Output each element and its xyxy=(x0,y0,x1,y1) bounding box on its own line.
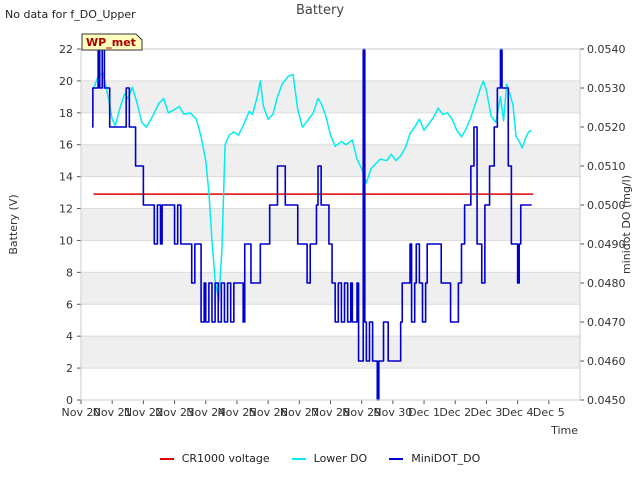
series-line-lower-do xyxy=(92,72,533,302)
y2-tick-label-0.0470: 0.0470 xyxy=(587,316,626,329)
x-tick-label-Dec 1: Dec 1 xyxy=(408,406,440,419)
y2-tick-label-0.0510: 0.0510 xyxy=(587,160,626,173)
chart-title: Battery xyxy=(295,3,345,18)
legend-label-cr1000: CR1000 voltage xyxy=(181,452,270,465)
band-14 xyxy=(81,144,580,177)
x-tick-label-Nov 29: Nov 29 xyxy=(342,406,381,419)
y2-tick-label-0.0520: 0.0520 xyxy=(587,121,626,134)
band-2 xyxy=(81,336,580,369)
legend: CR1000 voltage Lower DO MiniDOT_DO xyxy=(0,452,640,465)
legend-label-minidot: MiniDOT_DO xyxy=(411,452,481,465)
y2-tick-label-0.0500: 0.0500 xyxy=(587,199,626,212)
y2-tick-label-0.0540: 0.0540 xyxy=(587,43,626,56)
series-line-minidot-do xyxy=(91,48,532,401)
y-tick-label-22: 22 xyxy=(59,43,73,56)
legend-item-cr1000: CR1000 voltage xyxy=(159,452,270,465)
y-tick-label-20: 20 xyxy=(59,75,73,88)
station-badge-layer: WP_met xyxy=(81,33,143,51)
y-axis-label: Battery (V) xyxy=(7,194,20,254)
y-tick-label-18: 18 xyxy=(59,107,73,120)
x-tick-label-Nov 21: Nov 21 xyxy=(93,406,132,419)
station-badge-box xyxy=(81,33,143,51)
legend-label-lower-do: Lower DO xyxy=(313,452,368,465)
station-badge-label: WP_met xyxy=(86,36,136,49)
x-tick-label-Nov 28: Nov 28 xyxy=(311,406,350,419)
series-layer xyxy=(91,48,534,401)
x-tick-label-Nov 24: Nov 24 xyxy=(186,406,225,419)
y-tick-label-4: 4 xyxy=(66,330,73,343)
axes: 0 2 4 6 8 10 12 14 16 18 20 22 0.0450 0.0460 0.0470 0.0… xyxy=(7,43,633,437)
legend-swatch-minidot xyxy=(389,457,404,460)
legend-swatch-cr1000 xyxy=(159,457,174,460)
legend-item-lower-do: Lower DO xyxy=(291,452,368,465)
x-tick-label-Dec 5: Dec 5 xyxy=(533,406,565,419)
band-6 xyxy=(81,272,580,305)
x-tick-label-Nov 20: Nov 20 xyxy=(62,406,101,419)
legend-swatch-lower-do xyxy=(291,457,306,460)
x-tick-label-Dec 3: Dec 3 xyxy=(471,406,503,419)
y-tick-label-6: 6 xyxy=(66,298,73,311)
x-tick-label-Nov 22: Nov 22 xyxy=(124,406,163,419)
x-tick-label-Nov 26: Nov 26 xyxy=(249,406,288,419)
plot-frame xyxy=(80,48,581,401)
y-tick-label-10: 10 xyxy=(59,234,73,247)
no-data-note: No data for f_DO_Upper xyxy=(5,8,136,21)
y2-tick-label-0.0460: 0.0460 xyxy=(587,355,626,368)
y-tick-label-0: 0 xyxy=(66,394,73,407)
x-tick-label-Nov 25: Nov 25 xyxy=(217,406,256,419)
y2-axis-label: minidot DO (mg/l) xyxy=(620,175,633,274)
x-tick-label-Nov 30: Nov 30 xyxy=(373,406,412,419)
y2-tick-label-0.0490: 0.0490 xyxy=(587,238,626,251)
y-tick-label-16: 16 xyxy=(59,139,73,152)
y2-tick-label-0.0530: 0.0530 xyxy=(587,82,626,95)
x-axis-label: Time xyxy=(550,424,578,437)
x-tick-label-Dec 2: Dec 2 xyxy=(439,406,471,419)
x-tick-label-Dec 4: Dec 4 xyxy=(502,406,534,419)
x-tick-label-Nov 27: Nov 27 xyxy=(280,406,319,419)
y-tick-label-2: 2 xyxy=(66,362,73,375)
y-tick-label-8: 8 xyxy=(66,266,73,279)
y2-tick-label-0.0480: 0.0480 xyxy=(587,277,626,290)
y-tick-label-14: 14 xyxy=(59,171,73,184)
legend-item-minidot: MiniDOT_DO xyxy=(389,452,480,465)
y2-tick-label-0.0450: 0.0450 xyxy=(587,394,626,407)
x-tick-label-Nov 23: Nov 23 xyxy=(155,406,194,419)
y-tick-label-12: 12 xyxy=(59,203,73,216)
band-10 xyxy=(81,208,580,241)
